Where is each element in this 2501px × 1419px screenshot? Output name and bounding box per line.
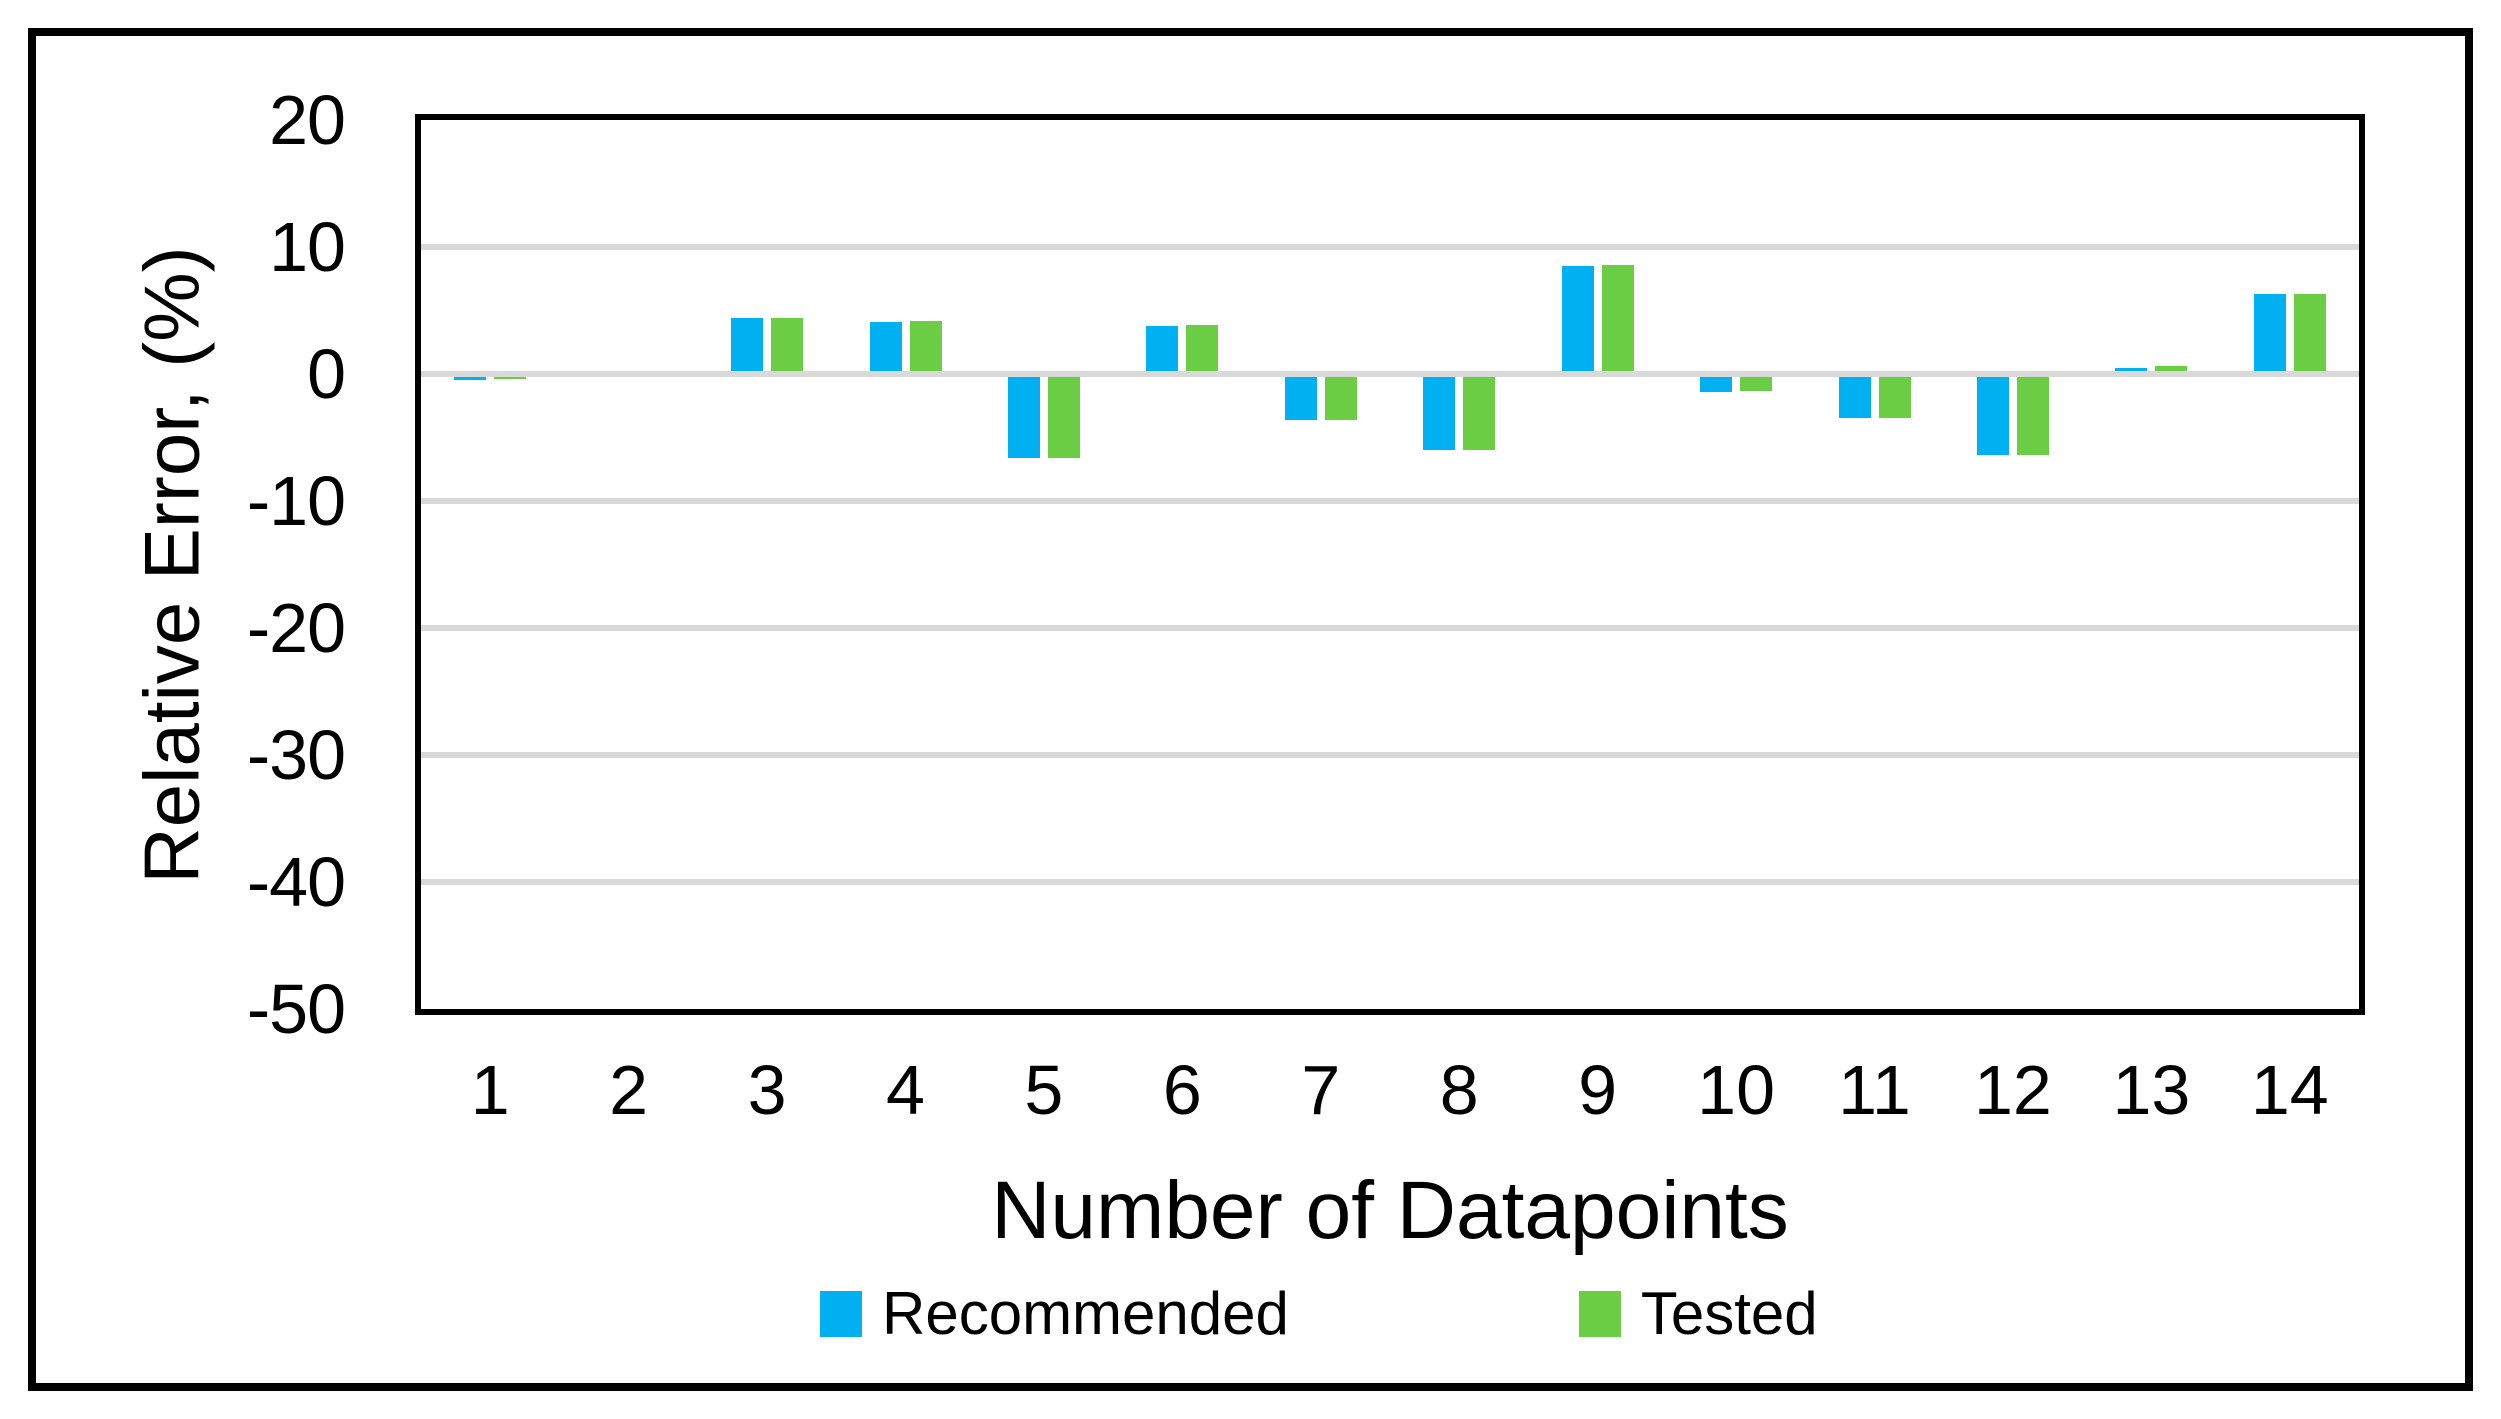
- x-tick-label-10: 10: [1697, 1051, 1776, 1129]
- gridline--30: [421, 752, 2359, 758]
- y-tick-label-20: 20: [269, 81, 346, 159]
- x-tick-label-12: 12: [1973, 1051, 2052, 1129]
- bar-recommended-6: [1146, 325, 1179, 374]
- bar-recommended-13: [2115, 367, 2148, 374]
- x-axis-title: Number of Datapoints: [991, 1165, 1789, 1256]
- bar-recommended-12: [1976, 374, 2009, 456]
- plot-area: [415, 114, 2365, 1015]
- x-tick-label-2: 2: [609, 1051, 649, 1129]
- bar-tested-7: [1324, 374, 1357, 420]
- bar-recommended-11: [1838, 374, 1871, 419]
- y-tick-label--30: -30: [246, 716, 346, 794]
- x-tick-label-5: 5: [1024, 1051, 1064, 1129]
- bar-tested-11: [1878, 374, 1911, 419]
- legend-item-tested: Tested: [1578, 1280, 1818, 1347]
- x-tick-label-6: 6: [1162, 1051, 1202, 1129]
- bar-tested-4: [909, 320, 942, 374]
- y-tick-label-10: 10: [269, 208, 346, 286]
- legend-swatch-recommended: [820, 1291, 862, 1337]
- bar-recommended-5: [1007, 374, 1040, 458]
- gridline-0: [421, 371, 2359, 377]
- gridline--10: [421, 498, 2359, 504]
- legend-label-tested: Tested: [1640, 1280, 1818, 1347]
- bar-recommended-7: [1284, 374, 1317, 420]
- gridline--20: [421, 625, 2359, 631]
- x-tick-label-1: 1: [470, 1051, 510, 1129]
- y-tick-label--40: -40: [246, 843, 346, 921]
- x-tick-label-14: 14: [2250, 1051, 2329, 1129]
- bar-tested-3: [771, 318, 804, 374]
- bar-tested-13: [2155, 366, 2188, 374]
- bar-recommended-4: [869, 321, 902, 374]
- bar-recommended-10: [1700, 374, 1733, 392]
- legend-swatch-tested: [1578, 1291, 1621, 1337]
- x-tick-label-11: 11: [1838, 1051, 1911, 1129]
- gridline--40: [421, 879, 2359, 885]
- bar-tested-8: [1463, 374, 1496, 451]
- x-tick-label-7: 7: [1301, 1051, 1341, 1129]
- legend-label-recommended: Recommended: [882, 1280, 1289, 1347]
- bar-tested-12: [2016, 374, 2049, 456]
- gridline-10: [421, 244, 2359, 250]
- x-tick-label-8: 8: [1439, 1051, 1479, 1129]
- x-tick-label-13: 13: [2112, 1051, 2191, 1129]
- bar-tested-6: [1186, 324, 1219, 374]
- bar-tested-10: [1740, 374, 1773, 391]
- bar-recommended-8: [1423, 374, 1456, 451]
- x-tick-label-9: 9: [1578, 1051, 1618, 1129]
- bar-tested-9: [1601, 264, 1634, 374]
- y-tick-label--10: -10: [246, 462, 346, 540]
- bar-tested-14: [2293, 294, 2326, 374]
- legend-item-recommended: Recommended: [820, 1284, 1289, 1344]
- x-tick-label-3: 3: [747, 1051, 787, 1129]
- bar-recommended-9: [1561, 266, 1594, 374]
- bar-recommended-1: [454, 374, 487, 381]
- y-tick-label-0: 0: [307, 335, 346, 413]
- bar-recommended-14: [2253, 294, 2286, 374]
- bar-tested-5: [1047, 374, 1080, 458]
- x-tick-label-4: 4: [886, 1051, 925, 1129]
- y-tick-label--50: -50: [246, 970, 346, 1048]
- y-tick-label--20: -20: [246, 589, 346, 667]
- bar-recommended-3: [731, 318, 764, 374]
- legend: Recommended Tested: [820, 1284, 1818, 1344]
